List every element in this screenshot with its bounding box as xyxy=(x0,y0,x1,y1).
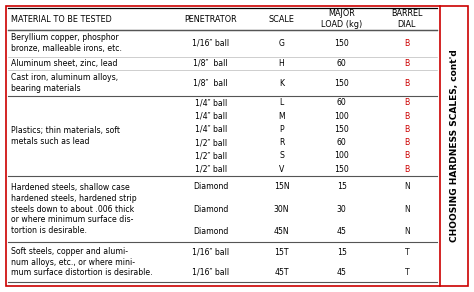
Text: B: B xyxy=(404,152,410,161)
Text: 1/4″ ball: 1/4″ ball xyxy=(195,125,227,134)
Text: 1/2″ ball: 1/2″ ball xyxy=(195,165,227,174)
Text: 30: 30 xyxy=(337,205,346,213)
Text: H: H xyxy=(279,59,284,68)
Text: T: T xyxy=(405,267,410,277)
Text: 1/8″  ball: 1/8″ ball xyxy=(193,59,228,68)
Text: B: B xyxy=(404,39,410,48)
Text: 100: 100 xyxy=(334,152,349,161)
Text: P: P xyxy=(279,125,284,134)
Text: 15: 15 xyxy=(337,182,346,192)
Text: V: V xyxy=(279,165,284,174)
Text: 1/4″ ball: 1/4″ ball xyxy=(195,98,227,107)
Text: 1/4″ ball: 1/4″ ball xyxy=(195,112,227,121)
Text: K: K xyxy=(279,79,284,88)
Text: 100: 100 xyxy=(334,112,349,121)
Text: B: B xyxy=(404,59,410,68)
Text: T: T xyxy=(405,248,410,257)
Text: B: B xyxy=(404,98,410,107)
Text: B: B xyxy=(404,112,410,121)
Text: 150: 150 xyxy=(334,79,349,88)
Text: 15: 15 xyxy=(337,248,346,257)
Text: Aluminum sheet, zinc, lead: Aluminum sheet, zinc, lead xyxy=(11,59,118,68)
Text: Diamond: Diamond xyxy=(193,227,228,236)
Text: MAJOR
LOAD (kg): MAJOR LOAD (kg) xyxy=(321,9,362,29)
Text: 60: 60 xyxy=(337,59,346,68)
Text: 45: 45 xyxy=(337,227,346,236)
Text: N: N xyxy=(404,227,410,236)
Text: 1/2″ ball: 1/2″ ball xyxy=(195,138,227,147)
Text: CHOOSING HARDNESS SCALES, cont'd: CHOOSING HARDNESS SCALES, cont'd xyxy=(450,50,459,242)
Text: B: B xyxy=(404,138,410,147)
Text: 1/16″ ball: 1/16″ ball xyxy=(192,39,229,48)
Text: Soft steels, copper and alumi-
num alloys, etc., or where mini-
mum surface dist: Soft steels, copper and alumi- num alloy… xyxy=(11,247,153,277)
Text: 1/16″ ball: 1/16″ ball xyxy=(192,248,229,257)
Text: 15T: 15T xyxy=(274,248,289,257)
Text: S: S xyxy=(279,152,284,161)
Text: 60: 60 xyxy=(337,138,346,147)
Text: Plastics; thin materials, soft
metals such as lead: Plastics; thin materials, soft metals su… xyxy=(11,126,120,146)
Text: 60: 60 xyxy=(337,98,346,107)
Text: N: N xyxy=(404,182,410,192)
Text: 1/8″  ball: 1/8″ ball xyxy=(193,79,228,88)
Text: MATERIAL TO BE TESTED: MATERIAL TO BE TESTED xyxy=(11,15,112,23)
Text: M: M xyxy=(278,112,285,121)
Text: 30N: 30N xyxy=(274,205,289,213)
Text: 150: 150 xyxy=(334,165,349,174)
Text: 1/16″ ball: 1/16″ ball xyxy=(192,267,229,277)
Text: 150: 150 xyxy=(334,39,349,48)
Text: BARREL
DIAL: BARREL DIAL xyxy=(391,9,423,29)
Text: 45: 45 xyxy=(337,267,346,277)
Text: Hardened steels, shallow case
hardened steels, hardened strip
steels down to abo: Hardened steels, shallow case hardened s… xyxy=(11,183,137,235)
Text: N: N xyxy=(404,205,410,213)
Text: Beryllium copper, phosphor
bronze, malleable irons, etc.: Beryllium copper, phosphor bronze, malle… xyxy=(11,33,122,53)
Text: 15N: 15N xyxy=(273,182,289,192)
Text: Diamond: Diamond xyxy=(193,205,228,213)
Text: 45N: 45N xyxy=(273,227,289,236)
Text: L: L xyxy=(279,98,283,107)
Text: 150: 150 xyxy=(334,125,349,134)
Text: B: B xyxy=(404,79,410,88)
Text: PENETRATOR: PENETRATOR xyxy=(184,15,237,23)
Text: B: B xyxy=(404,165,410,174)
Text: Cast iron, aluminum alloys,
bearing materials: Cast iron, aluminum alloys, bearing mate… xyxy=(11,73,118,93)
Text: Diamond: Diamond xyxy=(193,182,228,192)
Text: 45T: 45T xyxy=(274,267,289,277)
Text: R: R xyxy=(279,138,284,147)
Text: SCALE: SCALE xyxy=(269,15,294,23)
Text: 1/2″ ball: 1/2″ ball xyxy=(195,152,227,161)
Text: B: B xyxy=(404,125,410,134)
Text: G: G xyxy=(279,39,284,48)
